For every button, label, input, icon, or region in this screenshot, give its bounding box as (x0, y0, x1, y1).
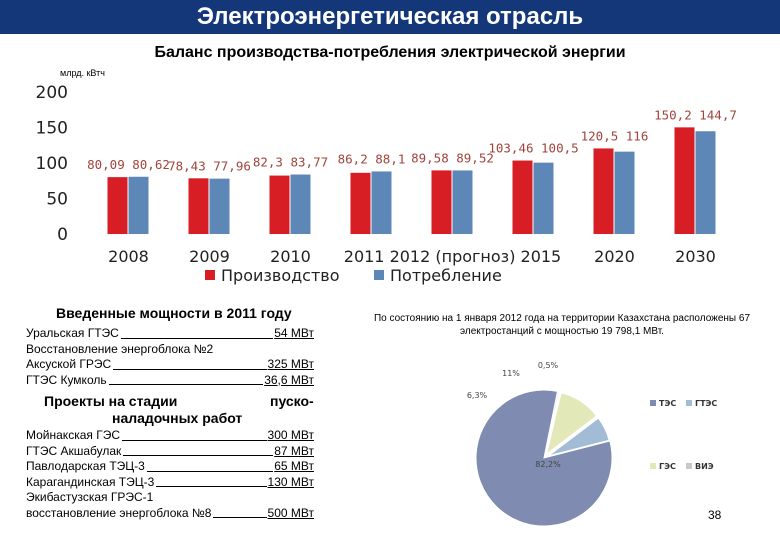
data-label: 86,2 88,1 (338, 151, 406, 166)
power-mix-pie-chart: 82,2% 6,3% 11% 0,5% ТЭС ГТЭС ГЭС ВИЭ (467, 361, 717, 527)
project-item: Карагандинская ТЭЦ-3 130 МВт (26, 474, 314, 489)
pie-data-label: 11% (502, 369, 520, 378)
capacity-title: Введенные мощности в 2011 году (56, 305, 292, 321)
consumption-bar (452, 170, 473, 234)
production-bar (350, 172, 371, 234)
x-tick-label: 2008 (108, 247, 149, 266)
pie-data-label: 82,2% (535, 460, 561, 469)
pie-legend-label: ГТЭС (695, 399, 717, 408)
capacity-item: Аксуской ГРЭС 325 МВт (26, 357, 314, 371)
data-label: 78,43 77,96 (168, 158, 251, 173)
production-bar (512, 160, 533, 234)
data-label: 89,58 89,52 (411, 150, 494, 165)
data-label: 120,5 116 (581, 128, 649, 143)
y-tick-label: 50 (46, 190, 68, 210)
data-label: 150,2 144,7 (654, 107, 737, 122)
production-bar (674, 127, 695, 234)
consumption-bar (290, 174, 311, 234)
project-item: Экибастузская ГРЭС-1 (26, 490, 154, 504)
consumption-bar (128, 176, 149, 234)
capacity-item: Восстановление энергоблока №2 (26, 341, 214, 356)
consumption-bar (533, 162, 554, 234)
pie-data-label: 0,5% (538, 361, 559, 370)
status-note: По состоянию на 1 января 2012 года на те… (373, 313, 751, 337)
consumption-bar (209, 178, 230, 234)
slide-banner: Электроэнергетическая отрасль (0, 0, 780, 34)
capacity-list: Уральская ГТЭС 54 МВт Восстановление энер… (26, 326, 314, 388)
capacity-item: ГТЭС Кумколь 36,6 МВт (26, 372, 314, 387)
x-tick-label: 2020 (594, 247, 635, 266)
project-item: ГТЭС Акшабулак 87 МВт (26, 443, 314, 458)
data-label: 80,09 80,62 (87, 157, 170, 172)
legend-swatch (374, 270, 384, 280)
y-tick-label: 200 (36, 83, 68, 103)
production-bar (107, 177, 128, 234)
slide-number: 38 (708, 508, 722, 522)
x-tick-label: 2011 2012 (прогноз) 2015 (344, 247, 561, 266)
consumption-bar (371, 171, 392, 234)
production-bar (188, 178, 209, 234)
x-tick-label: 2010 (270, 247, 311, 266)
y-tick-label: 150 (36, 119, 68, 139)
y-tick-label: 100 (36, 154, 68, 174)
data-label: 82,3 83,77 (253, 155, 328, 170)
pie-slice (544, 391, 561, 454)
legend-label: Потребление (390, 266, 502, 285)
data-label: 103,46 100,5 (488, 141, 578, 156)
capacity-item: Уральская ГТЭС 54 МВт (26, 326, 314, 340)
pie-slice (475, 389, 613, 527)
production-bar (593, 148, 614, 234)
pie-legend-swatch (686, 400, 692, 406)
project-item: восстановление энергоблока №8 500 МВт (26, 505, 314, 520)
pie-slice (545, 392, 598, 456)
pie-legend-label: ВИЭ (695, 462, 714, 471)
project-item: Мойнакская ГЭС 300 МВт (26, 428, 314, 442)
x-tick-label: 2009 (189, 247, 230, 266)
projects-title-line1: Проекты на стадии (44, 393, 178, 409)
production-bar (269, 175, 290, 234)
projects-title-line2: наладочных работ (112, 410, 243, 426)
production-bar (431, 170, 452, 234)
pie-legend-swatch (650, 400, 656, 406)
chart-subtitle: Баланс производства-потребления электрич… (154, 44, 626, 61)
consumption-bar (695, 131, 716, 234)
legend-label: Производство (221, 266, 340, 285)
x-tick-label: 2030 (675, 247, 716, 266)
unit-label: млрд. кВтч (60, 68, 105, 78)
pie-legend-swatch (650, 463, 656, 469)
pie-data-label: 6,3% (467, 391, 488, 400)
projects-list: Мойнакская ГЭС 300 МВт ГТЭС Акшабулак 87 М… (26, 428, 314, 521)
pie-legend-label: ГЭС (659, 462, 676, 471)
project-item: Павлодарская ТЭЦ-3 65 МВт (26, 459, 314, 473)
consumption-bar (614, 151, 635, 234)
projects-title-line1-right: пуско- (270, 393, 314, 409)
pie-legend-label: ТЭС (659, 399, 676, 408)
legend-swatch (205, 270, 215, 280)
pie-legend-swatch (686, 463, 692, 469)
pie-slice (548, 417, 610, 457)
y-tick-label: 0 (57, 225, 68, 245)
